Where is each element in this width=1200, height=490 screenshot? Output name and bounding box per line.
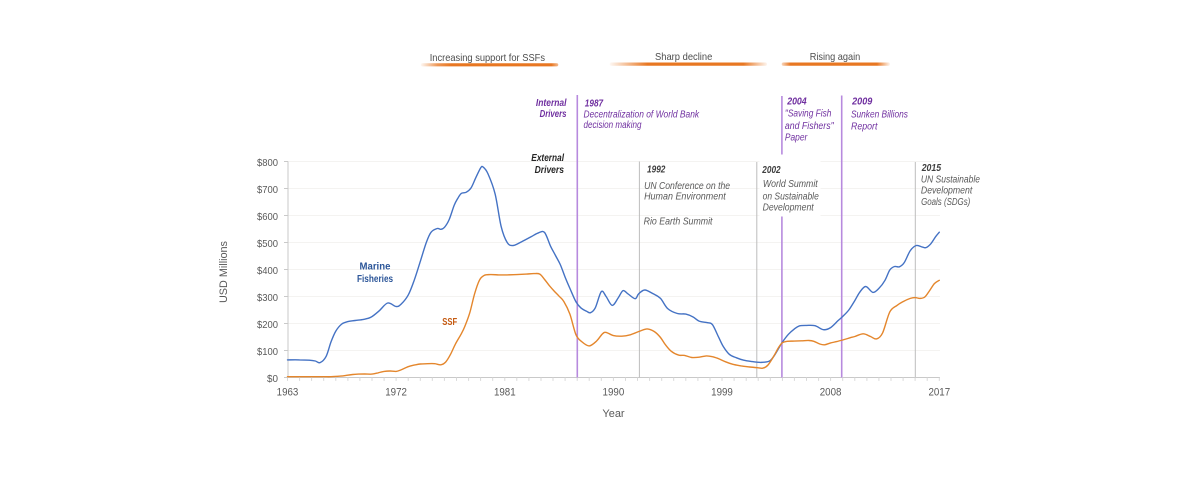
svg-text:$200: $200 [257,319,278,331]
svg-text:Sunken Billions: Sunken Billions [851,109,908,120]
svg-text:Internal: Internal [536,98,567,109]
svg-text:Rising again: Rising again [810,51,861,63]
svg-text:$700: $700 [257,184,278,196]
svg-text:Development: Development [921,186,973,197]
svg-text:Paper: Paper [785,132,808,143]
svg-text:Development: Development [763,202,815,213]
svg-text:USD Millions: USD Millions [218,241,230,303]
svg-text:Human Environment: Human Environment [644,192,727,203]
svg-text:and Fishers": and Fishers" [785,121,834,132]
svg-text:External: External [531,153,564,164]
svg-text:Year: Year [602,408,625,420]
svg-text:SSF: SSF [442,316,457,328]
svg-text:Report: Report [851,121,878,132]
svg-text:Rio Earth Summit: Rio Earth Summit [644,217,714,228]
svg-text:Decentralization of World Bank: Decentralization of World Bank [584,110,700,121]
svg-text:$400: $400 [257,265,278,277]
svg-text:$300: $300 [257,292,278,304]
svg-text:1981: 1981 [494,386,516,398]
svg-text:Drivers: Drivers [540,109,567,120]
svg-text:2017: 2017 [928,386,950,398]
svg-text:1963: 1963 [277,386,299,398]
svg-text:2015: 2015 [921,163,942,174]
svg-text:$800: $800 [257,157,278,169]
svg-text:Increasing support for SSFs: Increasing support for SSFs [430,52,545,64]
svg-text:$0: $0 [267,373,278,385]
svg-text:"Saving Fish: "Saving Fish [785,109,832,120]
svg-text:$100: $100 [257,346,278,358]
svg-text:UN Conference on the: UN Conference on the [644,181,730,192]
svg-text:2009: 2009 [851,97,873,108]
svg-text:decision making: decision making [584,120,642,131]
svg-text:on Sustainable: on Sustainable [763,191,820,202]
svg-text:Fisheries: Fisheries [357,274,393,285]
svg-text:Marine: Marine [360,262,391,273]
svg-text:Drivers: Drivers [535,165,565,176]
svg-text:1990: 1990 [603,386,625,398]
svg-text:Sharp decline: Sharp decline [655,51,712,63]
svg-text:$600: $600 [257,211,278,223]
svg-text:1999: 1999 [711,386,733,398]
svg-text:1987: 1987 [585,98,604,109]
svg-text:$500: $500 [257,238,278,250]
svg-text:2002: 2002 [761,165,780,176]
svg-text:World Summit: World Summit [763,179,819,190]
svg-text:2004: 2004 [786,97,807,108]
svg-text:UN Sustainable: UN Sustainable [921,174,980,185]
svg-text:1972: 1972 [385,386,407,398]
svg-text:Goals (SDGs): Goals (SDGs) [921,197,970,208]
svg-text:2008: 2008 [820,386,842,398]
svg-text:1992: 1992 [647,165,666,176]
